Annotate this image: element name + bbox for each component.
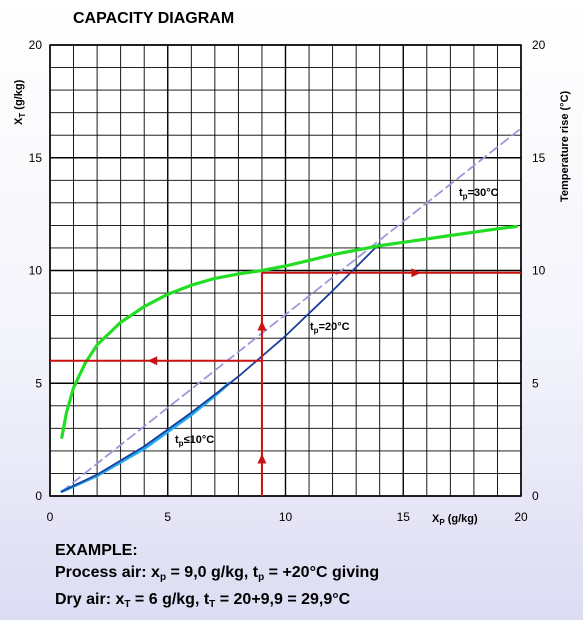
y-tick-label: 20: [29, 38, 43, 52]
example-line-process: Process air: xp = 9,0 g/kg, tp = +20°C g…: [55, 564, 380, 583]
arrow-up-icon: [257, 453, 267, 464]
temperature-rise-curve: [60, 224, 518, 439]
y-tick-label: 15: [29, 151, 43, 165]
tp10-line: [60, 381, 231, 493]
y2-tick-label: 15: [532, 151, 546, 165]
tp10-label: tp≤10°C: [175, 434, 214, 448]
y2-tick-labels: 0 5 10 15 20: [532, 38, 546, 503]
capacity-chart: CAPACITY DIAGRAM 0 5 10 15 20 0 5 10 15 20 0 5 10 1…: [13, 10, 571, 527]
example-line-dry: Dry air: xT = 6 g/kg, tT = 20+9,9 = 29,9…: [55, 591, 351, 610]
x-tick-label: 10: [279, 510, 293, 524]
x-tick-label: 15: [397, 510, 411, 524]
tp30-line: [60, 127, 522, 493]
y-tick-label: 0: [35, 489, 42, 503]
tp30-label: tp=30°C: [459, 187, 499, 201]
tp20-label: tp=20°C: [310, 321, 350, 335]
x-tick-label: 0: [47, 510, 54, 524]
plot-frame: [49, 44, 522, 497]
x-tick-label: 5: [164, 510, 171, 524]
arrow-right-icon: [411, 268, 422, 278]
example-path: [50, 268, 521, 496]
y2-tick-label: 20: [532, 38, 546, 52]
y-tick-labels: 0 5 10 15 20: [29, 38, 43, 503]
chart-title: CAPACITY DIAGRAM: [73, 10, 234, 27]
y2-tick-label: 10: [532, 264, 546, 278]
x-axis-label: XP (g/kg): [432, 513, 478, 527]
arrow-up-icon: [257, 320, 267, 331]
y-tick-label: 10: [29, 264, 43, 278]
x-tick-labels: 0 5 10 15 20: [47, 510, 528, 524]
example-box: EXAMPLE: Process air: xp = 9,0 g/kg, tp …: [55, 540, 379, 616]
y2-axis-label: Temperature rise (°C): [559, 90, 571, 202]
x-tick-label: 20: [514, 510, 528, 524]
y-tick-label: 5: [35, 376, 42, 390]
y2-tick-label: 0: [532, 489, 539, 503]
tp20-line: [60, 242, 381, 493]
arrow-left-icon: [147, 356, 158, 366]
example-heading: EXAMPLE:: [55, 542, 138, 559]
y2-tick-label: 5: [532, 376, 539, 390]
y-axis-label: XT (g/kg): [13, 79, 27, 125]
series-layer: [60, 127, 522, 493]
